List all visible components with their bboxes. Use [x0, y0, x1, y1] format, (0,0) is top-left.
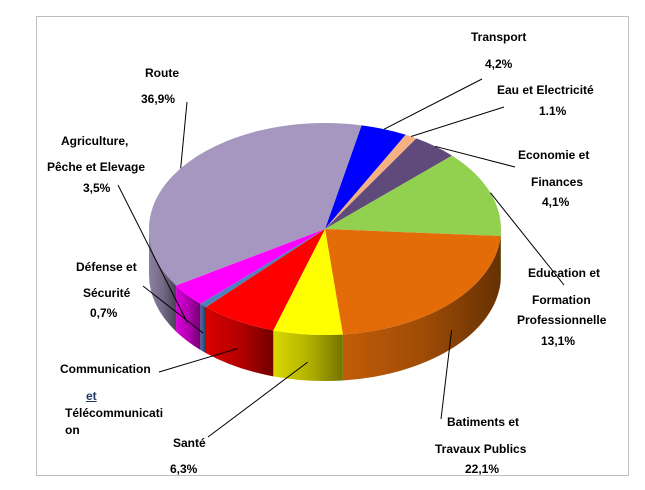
label-name-education-2: Formation	[532, 293, 591, 307]
label-name-education-1: Education et	[528, 266, 601, 280]
label-name-sante: Santé	[173, 436, 206, 450]
label-name-agriculture-2: Pêche et Elevage	[47, 160, 146, 174]
label-value-route: 36,9%	[141, 92, 176, 106]
label-name-economie-2: Finances	[531, 175, 584, 189]
label-name-agriculture-1: Agriculture,	[61, 134, 129, 148]
leader-line-batiments	[440, 330, 453, 420]
pie-side-batiments	[342, 236, 501, 381]
leader-line-sante	[207, 361, 309, 438]
leader-line-defense	[142, 285, 204, 334]
pie-slice-eau	[325, 134, 417, 229]
pie-side-sante	[273, 330, 343, 381]
pie-side-defense	[200, 303, 206, 354]
leader-line-education	[489, 192, 565, 286]
pie-slice-economie	[325, 138, 452, 229]
pie-slice-agriculture	[176, 229, 325, 304]
pie-slice-transport	[325, 125, 406, 229]
label-name-communication-3: Télécommunicati	[65, 406, 164, 420]
leader-line-economie	[434, 145, 516, 168]
label-value-eau: 1.1%	[539, 104, 567, 118]
leader-line-eau	[410, 106, 505, 138]
label-name-communication-2: et	[86, 389, 97, 403]
label-name-transport: Transport	[471, 30, 527, 44]
label-value-transport: 4,2%	[485, 57, 513, 71]
pie-side-agriculture	[176, 285, 201, 350]
label-name-communication-4: on	[65, 423, 80, 437]
label-value-economie: 4,1%	[542, 195, 570, 209]
leader-line-route	[180, 101, 188, 169]
leader-line-communication	[158, 348, 238, 373]
chart-area: Transport 4,2% Eau et Electricité 1.1% E…	[36, 16, 629, 476]
label-name-economie-1: Economie et	[518, 148, 590, 162]
leader-line-agriculture	[117, 184, 188, 323]
label-name-defense-2: Sécurité	[83, 286, 131, 300]
label-value-education: 13,1%	[541, 334, 576, 348]
pie-slice-education	[325, 155, 501, 237]
label-name-batiments-2: Travaux Publics	[435, 442, 527, 456]
pie-side-communication	[205, 307, 274, 377]
label-value-batiments: 22,1%	[465, 462, 500, 476]
pie-slice-sante	[273, 229, 343, 335]
pie-chart	[117, 78, 565, 438]
label-name-education-3: Professionnelle	[517, 313, 607, 327]
pie-slice-defense	[200, 229, 325, 308]
label-name-eau: Eau et Electricité	[497, 83, 594, 97]
label-value-sante: 6,3%	[170, 462, 198, 476]
label-name-route: Route	[145, 66, 179, 80]
pie-side-route	[149, 229, 177, 332]
pie-slice-batiments	[325, 229, 501, 335]
label-name-defense-1: Défense et	[76, 260, 137, 274]
label-value-agriculture: 3,5%	[83, 181, 111, 195]
label-name-communication-1: Communication	[60, 362, 151, 376]
leader-line-transport	[383, 78, 483, 130]
label-value-defense: 0,7%	[90, 306, 118, 320]
label-name-batiments-1: Batiments et	[447, 415, 520, 429]
pie-slice-route	[148, 122, 362, 286]
pie-slice-communication	[205, 229, 325, 331]
